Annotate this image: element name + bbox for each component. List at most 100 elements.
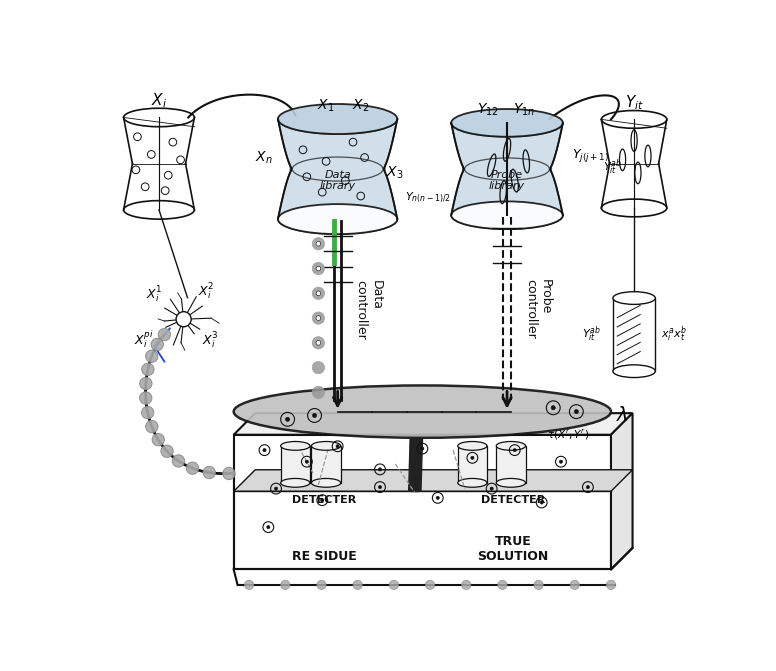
Ellipse shape: [311, 478, 341, 487]
Circle shape: [513, 448, 516, 452]
Circle shape: [140, 392, 152, 404]
Text: $X_i^2$: $X_i^2$: [199, 282, 215, 302]
Circle shape: [471, 456, 474, 460]
Circle shape: [316, 291, 320, 296]
Text: DETECTER: DETECTER: [481, 495, 545, 505]
Polygon shape: [497, 446, 525, 483]
Circle shape: [462, 580, 471, 590]
Circle shape: [312, 386, 324, 399]
Circle shape: [263, 448, 266, 452]
Circle shape: [244, 580, 254, 590]
Circle shape: [425, 580, 435, 590]
Text: TRUE
SOLUTION: TRUE SOLUTION: [477, 535, 549, 564]
Circle shape: [186, 462, 199, 474]
Polygon shape: [611, 413, 632, 570]
Ellipse shape: [497, 442, 525, 450]
Polygon shape: [234, 435, 611, 570]
Text: Data
library: Data library: [320, 170, 355, 191]
Circle shape: [141, 407, 154, 419]
Circle shape: [540, 501, 543, 504]
Circle shape: [286, 417, 289, 421]
Ellipse shape: [281, 442, 310, 450]
Circle shape: [574, 409, 578, 414]
Polygon shape: [311, 446, 341, 483]
Ellipse shape: [281, 478, 310, 487]
Text: $Y_{n(n-1)/2}$: $Y_{n(n-1)/2}$: [405, 191, 451, 205]
Ellipse shape: [613, 292, 655, 305]
Ellipse shape: [497, 478, 525, 487]
Ellipse shape: [311, 442, 341, 450]
Ellipse shape: [234, 385, 611, 437]
Ellipse shape: [613, 365, 655, 378]
Text: $\tau(X^r, Y^r)$: $\tau(X^r, Y^r)$: [547, 427, 589, 442]
Circle shape: [421, 447, 424, 450]
Circle shape: [312, 287, 324, 299]
Circle shape: [379, 485, 382, 488]
Circle shape: [570, 580, 580, 590]
Text: $Y_{12}$: $Y_{12}$: [477, 101, 499, 118]
Text: Data
controller: Data controller: [355, 280, 383, 340]
Circle shape: [316, 242, 320, 246]
Circle shape: [534, 580, 543, 590]
Circle shape: [312, 337, 324, 349]
Text: $\lambda$: $\lambda$: [616, 406, 629, 425]
Circle shape: [320, 499, 324, 502]
Circle shape: [312, 238, 324, 250]
Polygon shape: [411, 439, 419, 491]
Text: $X_3$: $X_3$: [386, 165, 404, 181]
Circle shape: [140, 377, 152, 390]
Circle shape: [161, 445, 173, 458]
Circle shape: [336, 445, 339, 448]
Text: Probe
library: Probe library: [489, 170, 525, 191]
Circle shape: [490, 487, 494, 491]
Circle shape: [142, 363, 154, 376]
Circle shape: [312, 262, 324, 274]
Polygon shape: [278, 119, 397, 234]
Circle shape: [172, 455, 185, 467]
Circle shape: [267, 525, 270, 529]
Text: $X_i^3$: $X_i^3$: [203, 331, 219, 351]
Polygon shape: [409, 439, 422, 491]
Circle shape: [305, 460, 308, 463]
Polygon shape: [613, 298, 655, 371]
Text: $X_i^1$: $X_i^1$: [146, 285, 163, 305]
Text: $x_i^a x_t^b$: $x_i^a x_t^b$: [661, 325, 688, 344]
Circle shape: [379, 468, 382, 471]
Text: $X_n$: $X_n$: [255, 150, 273, 166]
Circle shape: [176, 311, 191, 327]
Text: $Y_{1n}$: $Y_{1n}$: [513, 101, 535, 118]
Text: $X_1$: $X_1$: [317, 98, 334, 114]
Ellipse shape: [278, 204, 397, 234]
Circle shape: [146, 421, 158, 433]
Circle shape: [312, 362, 324, 374]
Circle shape: [551, 406, 556, 410]
Circle shape: [353, 580, 362, 590]
Circle shape: [151, 338, 164, 351]
Text: $Y_{it}^{ab}$: $Y_{it}^{ab}$: [582, 325, 601, 344]
Circle shape: [317, 580, 326, 590]
Ellipse shape: [451, 201, 563, 229]
Circle shape: [281, 580, 290, 590]
Circle shape: [390, 580, 398, 590]
Ellipse shape: [458, 478, 487, 487]
Text: $X_2$: $X_2$: [352, 98, 369, 114]
Polygon shape: [281, 446, 310, 483]
Circle shape: [606, 580, 615, 590]
Circle shape: [313, 413, 317, 417]
Text: Probe
controller: Probe controller: [524, 278, 552, 338]
Text: $X_i^{pi}$: $X_i^{pi}$: [133, 329, 154, 350]
Text: $Y_{it}^{ab}$: $Y_{it}^{ab}$: [603, 158, 622, 177]
Text: $Y_{it}$: $Y_{it}$: [625, 93, 643, 111]
Circle shape: [316, 340, 320, 345]
Circle shape: [436, 497, 439, 499]
Polygon shape: [234, 413, 632, 435]
Circle shape: [203, 466, 216, 478]
Circle shape: [587, 485, 590, 488]
Ellipse shape: [458, 442, 487, 450]
Circle shape: [223, 467, 235, 480]
Text: RE SIDUE: RE SIDUE: [292, 550, 357, 564]
Text: DETECTER: DETECTER: [292, 495, 356, 505]
Circle shape: [316, 316, 320, 320]
Polygon shape: [451, 123, 563, 229]
Polygon shape: [458, 446, 487, 483]
